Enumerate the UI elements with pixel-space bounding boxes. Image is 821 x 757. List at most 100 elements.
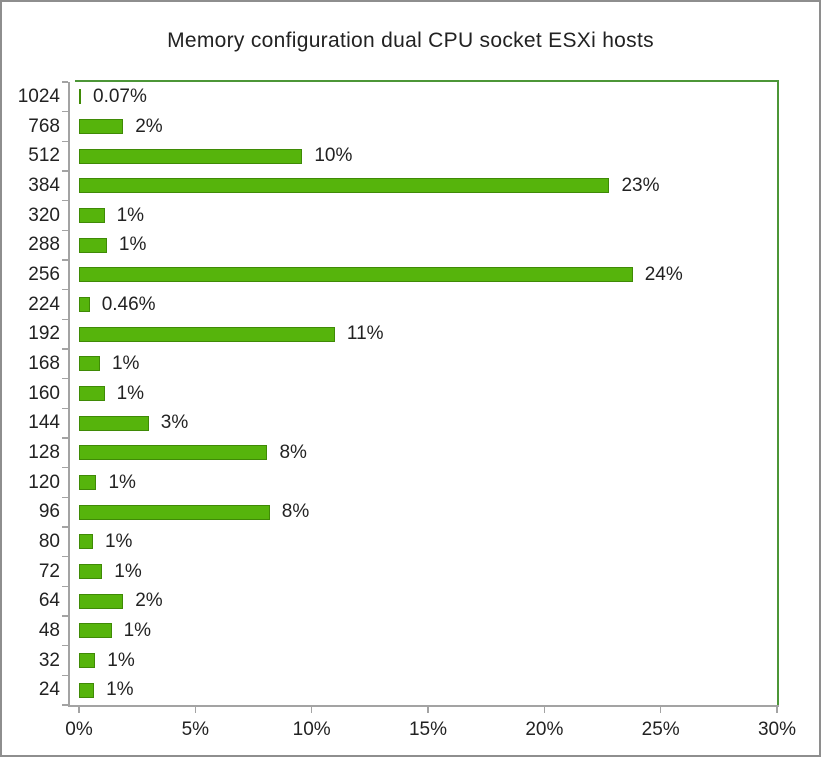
- y-axis-tick: [62, 140, 68, 143]
- bar: [79, 237, 107, 253]
- x-axis-tick: [543, 707, 546, 713]
- bar: [79, 208, 105, 223]
- value-label: 2%: [135, 115, 163, 137]
- value-label: 1%: [118, 234, 147, 256]
- y-tick-label: 320: [28, 204, 60, 226]
- x-tick-label: 20%: [525, 719, 564, 740]
- y-axis-tick: [62, 437, 68, 439]
- value-label: 1%: [116, 382, 145, 404]
- y-axis-tick: [62, 496, 68, 499]
- bar: [79, 386, 105, 401]
- y-tick-label: 768: [28, 115, 60, 137]
- bar: [79, 119, 124, 134]
- y-tick-label: 96: [38, 501, 60, 523]
- y-tick-label: 256: [28, 263, 60, 285]
- y-tick-label: 288: [28, 234, 60, 256]
- bar: [79, 178, 610, 194]
- x-axis-tick: [427, 707, 429, 713]
- y-tick-label: 1024: [17, 85, 60, 107]
- x-axis-tick: [310, 707, 313, 713]
- y-axis-tick: [62, 318, 68, 321]
- y-axis-tick: [62, 170, 68, 172]
- y-axis-tick: [62, 259, 68, 261]
- x-tick-label: 30%: [757, 719, 797, 740]
- bar: [79, 564, 103, 579]
- bar: [79, 356, 100, 372]
- y-tick-label: 160: [28, 382, 60, 404]
- y-tick-label: 120: [28, 471, 60, 493]
- y-axis-tick: [62, 199, 68, 202]
- bar: [79, 326, 335, 342]
- y-tick-label: 80: [38, 530, 60, 552]
- x-tick-label: 5%: [181, 719, 210, 740]
- value-label: 1%: [107, 649, 135, 671]
- x-axis-line: [68, 705, 779, 707]
- x-axis-tick: [776, 707, 778, 713]
- y-tick-label: 24: [38, 679, 60, 701]
- value-label: 8%: [279, 441, 307, 463]
- y-tick-label: 144: [28, 412, 60, 434]
- value-label: 1%: [111, 352, 140, 374]
- value-label: 8%: [281, 501, 310, 523]
- y-tick-label: 192: [28, 323, 60, 345]
- bar: [79, 475, 97, 490]
- plot-area-border: [75, 80, 779, 707]
- value-label: 0.07%: [93, 85, 147, 107]
- bar: [79, 89, 81, 105]
- y-tick-label: 128: [28, 441, 60, 463]
- x-axis-tick: [78, 707, 80, 713]
- y-axis-tick: [62, 555, 68, 558]
- chart-title: Memory configuration dual CPU socket ESX…: [167, 29, 654, 52]
- x-axis-tick: [659, 707, 662, 713]
- value-label: 1%: [123, 619, 152, 641]
- bar: [79, 593, 124, 609]
- bar: [79, 415, 149, 431]
- y-tick-label: 224: [28, 293, 60, 315]
- y-tick-label: 384: [28, 174, 60, 196]
- y-axis-tick: [62, 348, 68, 350]
- y-axis-tick: [62, 229, 68, 232]
- y-axis-tick: [62, 377, 68, 380]
- y-tick-label: 64: [38, 590, 60, 612]
- y-tick-label: 72: [38, 560, 60, 582]
- y-axis-tick: [62, 704, 68, 706]
- bar: [79, 623, 112, 639]
- y-tick-label: 512: [28, 145, 60, 167]
- value-label: 1%: [104, 530, 133, 552]
- y-axis-tick: [62, 288, 68, 291]
- x-tick-label: 15%: [408, 719, 448, 740]
- value-label: 23%: [621, 174, 660, 196]
- y-axis-tick: [62, 407, 68, 410]
- bar: [79, 504, 270, 520]
- y-axis-tick: [62, 81, 68, 83]
- bar: [79, 534, 93, 550]
- value-label: 1%: [108, 471, 136, 493]
- y-axis-tick: [62, 526, 68, 528]
- y-axis-tick: [62, 615, 68, 617]
- value-label: 3%: [160, 412, 189, 434]
- bar: [79, 682, 95, 698]
- y-axis-tick: [62, 110, 68, 113]
- value-label: 2%: [135, 590, 163, 612]
- y-axis-tick: [62, 466, 68, 469]
- y-axis-line: [68, 82, 70, 707]
- value-label: 24%: [644, 263, 683, 285]
- bar: [79, 297, 90, 312]
- value-label: 1%: [116, 204, 145, 226]
- value-label: 10%: [314, 145, 353, 167]
- x-axis-tick: [194, 707, 197, 713]
- y-axis-tick: [62, 674, 68, 677]
- x-tick-label: 0%: [65, 719, 93, 740]
- bar: [79, 445, 268, 461]
- value-label: 0.46%: [101, 293, 156, 315]
- bar: [79, 267, 633, 283]
- value-label: 11%: [346, 323, 384, 345]
- y-axis-tick: [62, 644, 68, 647]
- value-label: 1%: [106, 679, 134, 701]
- bar: [79, 148, 303, 164]
- y-axis-tick: [62, 585, 68, 588]
- value-label: 1%: [114, 560, 142, 582]
- y-tick-label: 32: [38, 649, 60, 671]
- y-tick-label: 168: [28, 352, 60, 374]
